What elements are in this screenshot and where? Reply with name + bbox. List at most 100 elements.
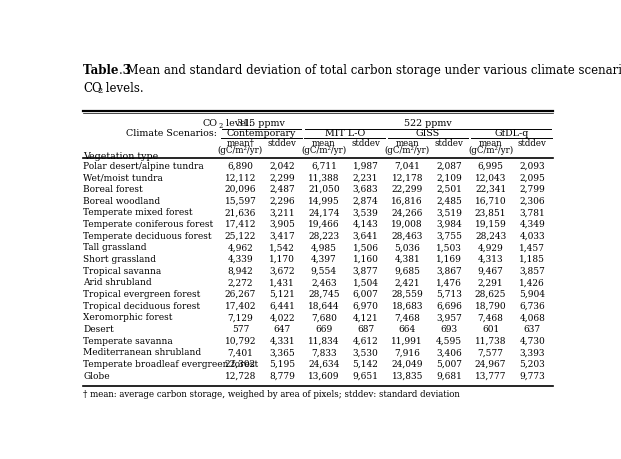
Text: stddev: stddev (268, 139, 297, 148)
Text: 1,457: 1,457 (519, 243, 545, 252)
Text: Tropical deciduous forest: Tropical deciduous forest (83, 302, 201, 311)
Text: 3,867: 3,867 (436, 267, 462, 276)
Text: 6,970: 6,970 (353, 302, 378, 311)
Text: Temperate deciduous forest: Temperate deciduous forest (83, 232, 212, 241)
Text: 19,008: 19,008 (391, 220, 423, 229)
Text: 3,877: 3,877 (353, 267, 378, 276)
Text: 2,087: 2,087 (436, 162, 462, 171)
Text: 2,487: 2,487 (270, 185, 295, 194)
Text: 9,554: 9,554 (310, 267, 337, 276)
Text: 1,170: 1,170 (269, 255, 295, 264)
Text: 18,644: 18,644 (308, 302, 340, 311)
Text: Short grassland: Short grassland (83, 255, 156, 264)
Text: 4,143: 4,143 (353, 220, 378, 229)
Text: 2,485: 2,485 (436, 197, 462, 206)
Text: 3,857: 3,857 (519, 267, 545, 276)
Text: 8,779: 8,779 (269, 372, 295, 381)
Text: 7,577: 7,577 (478, 348, 504, 358)
Text: 28,243: 28,243 (475, 232, 506, 241)
Text: 2,296: 2,296 (270, 197, 295, 206)
Text: 3,984: 3,984 (436, 220, 462, 229)
Text: 12,043: 12,043 (475, 174, 506, 183)
Text: 13,835: 13,835 (391, 372, 423, 381)
Text: 3,211: 3,211 (270, 208, 295, 218)
Text: 4,397: 4,397 (311, 255, 337, 264)
Text: Polar desert/alpine tundra: Polar desert/alpine tundra (83, 162, 204, 171)
Text: Temperate broadleaf evergreen forest: Temperate broadleaf evergreen forest (83, 360, 259, 369)
Text: 1,503: 1,503 (436, 243, 462, 252)
Text: 5,904: 5,904 (519, 290, 545, 299)
Text: 1,987: 1,987 (353, 162, 378, 171)
Text: 2,109: 2,109 (436, 174, 462, 183)
Text: 16,816: 16,816 (391, 197, 423, 206)
Text: 18,683: 18,683 (391, 302, 423, 311)
Text: (gC/m²/yr): (gC/m²/yr) (218, 146, 263, 156)
Text: 11,738: 11,738 (475, 337, 506, 346)
Text: 3,393: 3,393 (520, 348, 545, 358)
Text: 3,957: 3,957 (436, 313, 462, 322)
Text: 2,306: 2,306 (520, 197, 545, 206)
Text: 25,122: 25,122 (225, 232, 256, 241)
Text: 11,388: 11,388 (308, 174, 340, 183)
Text: Contemporary: Contemporary (227, 129, 296, 138)
Text: 3,417: 3,417 (270, 232, 295, 241)
Text: 3,406: 3,406 (436, 348, 462, 358)
Text: Desert: Desert (83, 325, 114, 334)
Text: 11,834: 11,834 (308, 337, 340, 346)
Text: 3,530: 3,530 (353, 348, 378, 358)
Text: 2,463: 2,463 (311, 279, 337, 287)
Text: 577: 577 (232, 325, 249, 334)
Text: GISS: GISS (416, 129, 440, 138)
Text: 6,441: 6,441 (269, 302, 295, 311)
Text: 3,519: 3,519 (436, 208, 462, 218)
Text: (gC/m²/yr): (gC/m²/yr) (301, 146, 347, 156)
Text: 24,266: 24,266 (391, 208, 423, 218)
Text: Globe: Globe (83, 372, 110, 381)
Text: 4,381: 4,381 (394, 255, 420, 264)
Text: 9,467: 9,467 (478, 267, 504, 276)
Text: 3,905: 3,905 (269, 220, 295, 229)
Text: Arid shrubland: Arid shrubland (83, 279, 152, 287)
Text: 12,112: 12,112 (225, 174, 256, 183)
Text: 1,185: 1,185 (519, 255, 545, 264)
Text: CO: CO (202, 119, 217, 128)
Text: 3,755: 3,755 (436, 232, 462, 241)
Text: 20,096: 20,096 (225, 185, 256, 194)
Text: . Mean and standard deviation of total carbon storage under various climate scen: . Mean and standard deviation of total c… (119, 64, 621, 77)
Text: (gC/m²/yr): (gC/m²/yr) (468, 146, 513, 156)
Text: Temperate coniferous forest: Temperate coniferous forest (83, 220, 214, 229)
Text: 4,339: 4,339 (228, 255, 253, 264)
Text: 6,711: 6,711 (311, 162, 337, 171)
Text: 6,995: 6,995 (478, 162, 504, 171)
Text: 2,231: 2,231 (353, 174, 378, 183)
Text: 19,466: 19,466 (308, 220, 340, 229)
Text: 601: 601 (482, 325, 499, 334)
Text: 522 ppmv: 522 ppmv (404, 119, 452, 128)
Text: Table 3: Table 3 (83, 64, 131, 77)
Text: 18,790: 18,790 (475, 302, 506, 311)
Text: 6,736: 6,736 (519, 302, 545, 311)
Text: 19,159: 19,159 (474, 220, 507, 229)
Text: 2,501: 2,501 (436, 185, 462, 194)
Text: Tropical savanna: Tropical savanna (83, 267, 161, 276)
Text: 2,299: 2,299 (270, 174, 295, 183)
Text: 4,033: 4,033 (520, 232, 545, 241)
Text: level:: level: (223, 119, 252, 128)
Text: 24,634: 24,634 (308, 360, 340, 369)
Text: 17,402: 17,402 (225, 302, 256, 311)
Text: 3,539: 3,539 (353, 208, 378, 218)
Text: Boreal woodland: Boreal woodland (83, 197, 160, 206)
Text: 4,068: 4,068 (519, 313, 545, 322)
Text: mean: mean (312, 139, 335, 148)
Text: 1,476: 1,476 (436, 279, 462, 287)
Text: Tropical evergreen forest: Tropical evergreen forest (83, 290, 201, 299)
Text: 3,781: 3,781 (519, 208, 545, 218)
Text: 687: 687 (357, 325, 374, 334)
Text: 13,609: 13,609 (308, 372, 340, 381)
Text: 12,178: 12,178 (391, 174, 423, 183)
Text: 22,299: 22,299 (392, 185, 423, 194)
Text: 2,291: 2,291 (478, 279, 504, 287)
Text: 28,625: 28,625 (475, 290, 506, 299)
Text: 2,093: 2,093 (520, 162, 545, 171)
Text: CO: CO (83, 82, 102, 95)
